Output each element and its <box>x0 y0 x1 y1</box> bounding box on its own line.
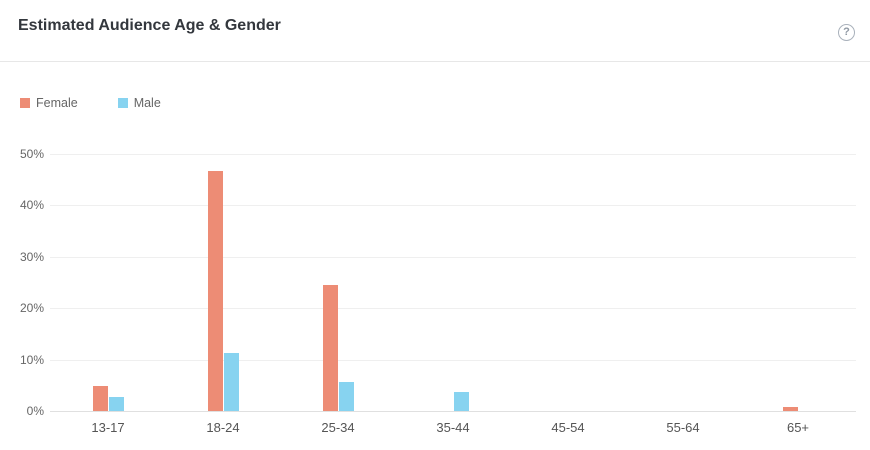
x-axis-label-35-44: 35-44 <box>436 420 470 435</box>
x-axis-label-65plus: 65+ <box>786 420 810 435</box>
help-icon[interactable]: ? <box>838 24 855 41</box>
bar-female-25-34[interactable] <box>323 285 338 411</box>
chart-legend: Female Male <box>20 96 161 110</box>
female-swatch-icon <box>20 98 30 108</box>
gridline-40pct <box>50 205 856 206</box>
y-axis-label-0pct: 0% <box>26 404 44 418</box>
male-swatch-icon <box>117 98 128 108</box>
bar-female-65plus[interactable] <box>783 407 798 411</box>
bar-male-13-17[interactable] <box>109 397 124 411</box>
gridline-30pct <box>50 257 856 258</box>
bar-male-35-44[interactable] <box>454 392 469 411</box>
bar-male-25-34[interactable] <box>339 382 354 411</box>
x-axis-label-45-54: 45-54 <box>551 420 585 435</box>
bar-male-18-24[interactable] <box>224 353 239 411</box>
legend-label-female: Female <box>36 96 78 110</box>
bar-female-13-17[interactable] <box>93 386 108 411</box>
bar-female-18-24[interactable] <box>208 171 223 411</box>
gridline-10pct <box>50 360 856 361</box>
gridline-20pct <box>50 308 856 309</box>
x-axis-label-18-24: 18-24 <box>206 420 240 435</box>
y-axis-label-40pct: 40% <box>19 198 44 212</box>
y-axis-label-20pct: 20% <box>19 301 44 315</box>
y-axis-label-50pct: 50% <box>19 147 44 161</box>
x-axis-label-55-64: 55-64 <box>666 420 700 435</box>
legend-label-male: Male <box>133 96 161 110</box>
gridline-0pct <box>50 411 856 412</box>
legend-item-female[interactable]: Female <box>20 96 78 110</box>
card-header: Estimated Audience Age & Gender ? <box>0 0 870 62</box>
y-axis-label-10pct: 10% <box>19 353 44 367</box>
card-title: Estimated Audience Age & Gender <box>18 17 281 34</box>
gridline-50pct <box>50 154 856 155</box>
x-axis-label-25-34: 25-34 <box>321 420 355 435</box>
y-axis-label-30pct: 30% <box>19 250 44 264</box>
x-axis-label-13-17: 13-17 <box>91 420 125 435</box>
legend-item-male[interactable]: Male <box>117 96 161 110</box>
